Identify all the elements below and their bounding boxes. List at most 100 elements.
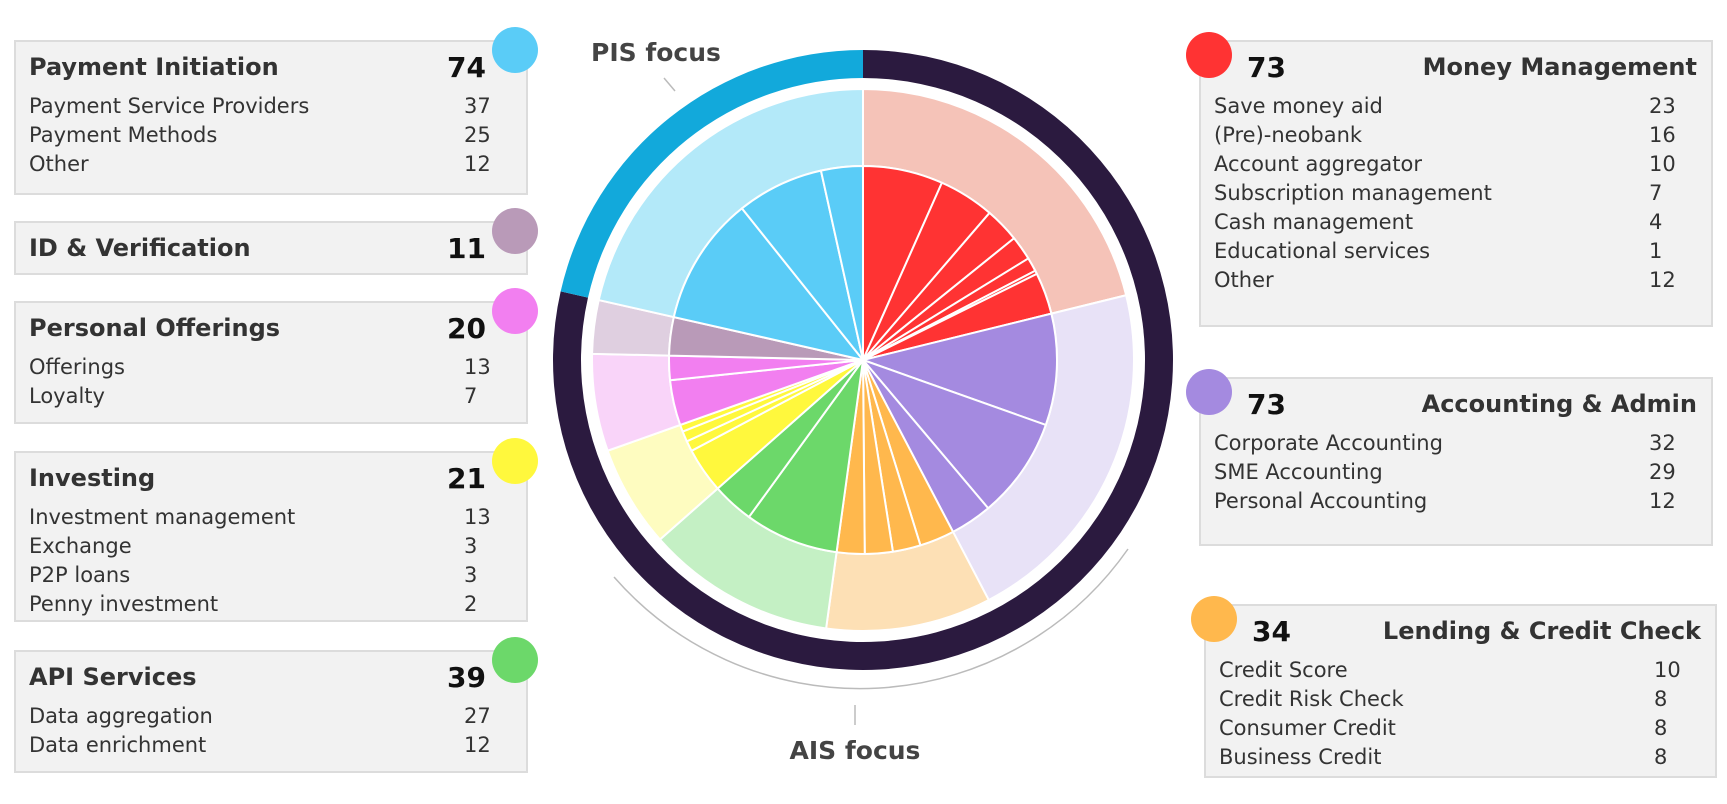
item-value: 12 [1649, 268, 1676, 292]
category-panel: ID & Verification 11 [14, 221, 528, 275]
item-value: 3 [464, 563, 478, 587]
item-value: 1 [1649, 239, 1663, 263]
category-panel: Personal Offerings 20 Offerings 13 Loyalty 7 [14, 301, 528, 424]
category-panel: 73 Accounting & Admin Corporate Accounting… [1199, 377, 1713, 546]
item-row: Cash management 4 [1214, 208, 1711, 237]
item-name: Payment Methods [29, 123, 218, 147]
item-name: Business Credit [1219, 745, 1382, 769]
item-value: 13 [464, 505, 491, 529]
item-value: 27 [464, 704, 491, 728]
panel-title: API Services [29, 663, 197, 691]
item-value: 23 [1649, 94, 1676, 118]
item-name: Account aggregator [1214, 152, 1423, 176]
item-name: Educational services [1214, 239, 1431, 263]
item-row: Exchange 3 [29, 532, 526, 561]
item-row: Investment management 13 [29, 503, 526, 532]
category-panel: 73 Money Management Save money aid 23 (Pre)-… [1199, 40, 1713, 327]
item-name: Other [1214, 268, 1274, 292]
category-dot [492, 438, 538, 484]
category-panel: Investing 21 Investment management 13 Exchan… [14, 451, 528, 622]
item-name: Loyalty [29, 384, 105, 408]
item-row: Personal Accounting 12 [1214, 487, 1711, 516]
decor-arc [613, 548, 1129, 690]
panel-title: Lending & Credit Check [1382, 617, 1701, 645]
item-row: Subscription management 7 [1214, 179, 1711, 208]
panel-title: Payment Initiation [29, 53, 279, 81]
item-name: Corporate Accounting [1214, 431, 1443, 455]
slice [819, 164, 864, 361]
panel-total: 11 [447, 231, 486, 265]
item-value: 2 [464, 592, 478, 616]
item-row: Other 12 [29, 150, 526, 179]
item-value: 10 [1654, 658, 1681, 682]
item-value: 8 [1654, 716, 1668, 740]
panel-header: ID & Verification 11 [16, 231, 526, 265]
panel-total: 73 [1247, 387, 1286, 421]
item-row: Save money aid 23 [1214, 92, 1711, 121]
item-row: Loyalty 7 [29, 382, 526, 411]
category-dot [492, 27, 538, 73]
item-name: Other [29, 152, 89, 176]
panel-header: 73 Money Management [1201, 50, 1711, 84]
panel-title: Personal Offerings [29, 314, 281, 342]
item-value: 4 [1649, 210, 1663, 234]
item-name: Credit Risk Check [1219, 687, 1404, 711]
panel-total: 20 [447, 311, 486, 345]
item-value: 32 [1649, 431, 1676, 455]
item-value: 12 [464, 733, 491, 757]
item-row: Data enrichment 12 [29, 731, 526, 760]
item-value: 10 [1649, 152, 1676, 176]
item-name: Data aggregation [29, 704, 213, 728]
item-row: Credit Score 10 [1219, 656, 1715, 685]
category-dot [1186, 32, 1232, 78]
item-name: Penny investment [29, 592, 219, 616]
panel-title: Money Management [1422, 53, 1697, 81]
item-name: Investment management [29, 505, 296, 529]
item-value: 13 [464, 355, 491, 379]
item-value: 12 [464, 152, 491, 176]
item-value: 3 [464, 534, 478, 558]
category-dot [1191, 596, 1237, 642]
panel-total: 34 [1252, 614, 1291, 648]
panel-total: 21 [447, 461, 486, 495]
panel-total: 73 [1247, 50, 1286, 84]
item-value: 37 [464, 94, 491, 118]
item-row: Penny investment 2 [29, 590, 526, 619]
item-value: 8 [1654, 687, 1668, 711]
item-row: Payment Service Providers 37 [29, 92, 526, 121]
item-row: Corporate Accounting 32 [1214, 429, 1711, 458]
item-value: 12 [1649, 489, 1676, 513]
category-dot [1186, 369, 1232, 415]
panel-header: Personal Offerings 20 [16, 311, 526, 345]
leader-line [663, 77, 676, 92]
item-value: 25 [464, 123, 491, 147]
panel-header: 73 Accounting & Admin [1201, 387, 1711, 421]
category-dot [492, 637, 538, 683]
category-dot [492, 288, 538, 334]
item-name: Save money aid [1214, 94, 1383, 118]
item-row: Data aggregation 27 [29, 702, 526, 731]
panel-header: Payment Initiation 74 [16, 50, 526, 84]
item-value: 7 [1649, 181, 1663, 205]
panel-header: API Services 39 [16, 660, 526, 694]
item-row: SME Accounting 29 [1214, 458, 1711, 487]
item-name: Consumer Credit [1219, 716, 1396, 740]
panel-total: 39 [447, 660, 486, 694]
item-name: Offerings [29, 355, 125, 379]
item-name: Credit Score [1219, 658, 1348, 682]
item-name: Payment Service Providers [29, 94, 310, 118]
item-value: 7 [464, 384, 478, 408]
item-name: Personal Accounting [1214, 489, 1428, 513]
category-panel: API Services 39 Data aggregation 27 Data enr… [14, 650, 528, 773]
item-row: Credit Risk Check 8 [1219, 685, 1715, 714]
item-row: (Pre)-neobank 16 [1214, 121, 1711, 150]
item-value: 8 [1654, 745, 1668, 769]
item-row: Business Credit 8 [1219, 743, 1715, 772]
item-name: Data enrichment [29, 733, 207, 757]
slice [672, 206, 866, 362]
item-name: Subscription management [1214, 181, 1492, 205]
item-row: Consumer Credit 8 [1219, 714, 1715, 743]
category-dot [492, 208, 538, 254]
